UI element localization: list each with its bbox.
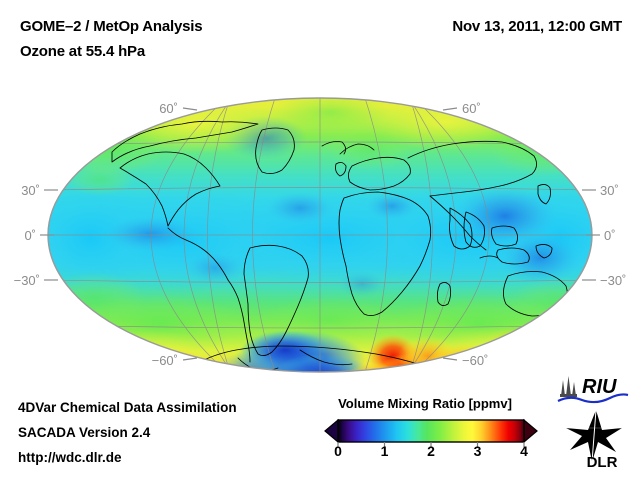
lat-label-right-0: 0˚	[604, 228, 616, 243]
page-title: GOME–2 / MetOp Analysis	[20, 18, 203, 35]
lat-label-left-m60: −60˚	[152, 353, 178, 368]
dlr-logo: DLR	[566, 409, 622, 470]
colorbar-tick-2: 2	[427, 443, 435, 459]
world-map: 60˚ 30˚ 0˚ −30˚ −60˚ 60˚ 30˚ 0˚ −30˚ −60…	[0, 88, 640, 384]
dlr-wordmark: DLR	[587, 454, 618, 470]
colorbar-title: Volume Mixing Ratio [ppmv]	[338, 396, 512, 411]
lat-label-right-m60: −60˚	[462, 353, 488, 368]
version-label: SACADA Version 2.4	[18, 425, 151, 440]
colorbar-tick-0: 0	[334, 443, 342, 459]
colorbar: Volume Mixing Ratio [ppmv]	[300, 396, 550, 472]
timestamp-label: Nov 13, 2011, 12:00 GMT	[452, 18, 622, 35]
colorbar-scale	[324, 418, 538, 448]
lat-label-left-0: 0˚	[24, 228, 36, 243]
colorbar-ticks	[337, 442, 525, 448]
colorbar-gradient	[337, 419, 525, 443]
riu-logo: RIU	[557, 376, 629, 404]
coastlines	[111, 120, 592, 372]
lat-label-right-60: 60˚	[462, 101, 481, 116]
source-url: http://wdc.dlr.de	[18, 450, 122, 465]
colorbar-tick-1: 1	[380, 443, 389, 459]
ozone-field	[48, 98, 592, 372]
riu-wave-icon	[557, 393, 629, 404]
dataset-description: 4DVar Chemical Data Assimilation	[18, 400, 237, 415]
page-subtitle: Ozone at 55.4 hPa	[20, 43, 145, 60]
lat-tick-marks	[40, 107, 600, 361]
lat-label-right-m30: −30˚	[600, 273, 626, 288]
riu-wordmark: RIU	[582, 376, 617, 398]
colorbar-tick-3: 3	[473, 443, 482, 459]
colorbar-extend-high-icon	[523, 418, 538, 444]
lat-label-right-30: 30˚	[600, 183, 619, 198]
lat-label-left-30: 30˚	[21, 183, 40, 198]
colorbar-tick-4: 4	[520, 443, 528, 459]
colorbar-extend-low-icon	[324, 418, 339, 444]
lat-label-left-m30: −30˚	[14, 273, 40, 288]
lat-label-left-60: 60˚	[159, 101, 178, 116]
riu-tower-icon	[560, 376, 577, 397]
colorbar-tick-labels: 0 1 2 3 4	[300, 443, 550, 463]
map-svg: 60˚ 30˚ 0˚ −30˚ −60˚ 60˚ 30˚ 0˚ −30˚ −60…	[14, 97, 626, 373]
graticule	[48, 98, 592, 372]
